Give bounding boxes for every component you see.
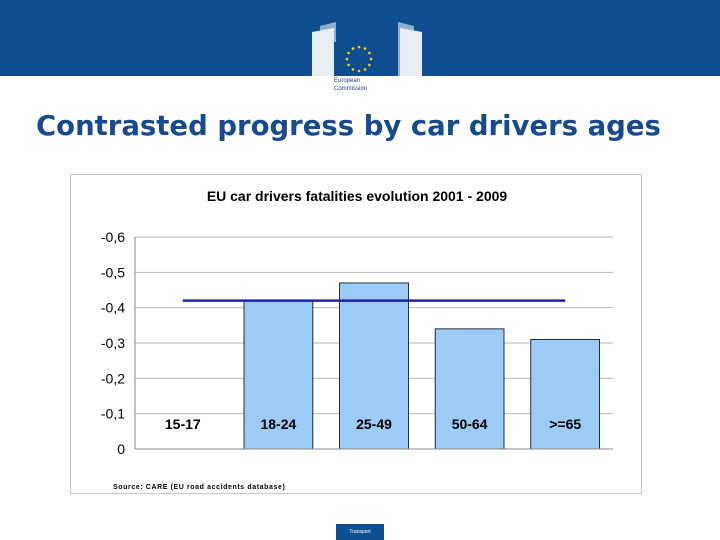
eu-star-icon: [368, 63, 371, 67]
y-tick-label: -0,4: [101, 300, 125, 316]
bar-18-24: [243, 300, 314, 450]
bar-25-49: [339, 282, 409, 450]
eu-star-icon: [363, 68, 367, 71]
y-tick-label: -0,3: [101, 335, 125, 351]
eu-star-icon: [351, 68, 355, 71]
chart-frame: EU car drivers fatalities evolution 2001…: [70, 174, 642, 494]
footer-badge: Transport: [336, 524, 384, 540]
y-tick-label: -0,6: [101, 229, 125, 245]
chart-title: EU car drivers fatalities evolution 2001…: [207, 188, 508, 204]
category-label: 18-24: [260, 416, 296, 432]
bar->=65: [530, 339, 601, 450]
eu-star-icon: [345, 57, 349, 61]
eu-star-icon: [357, 69, 361, 73]
bar-chart: EU car drivers fatalities evolution 2001…: [101, 188, 613, 491]
eu-star-icon: [369, 57, 373, 61]
category-label: 50-64: [452, 416, 488, 432]
chart-source: Source: CARE (EU road accidents database…: [113, 484, 285, 491]
bar-50-64: [434, 328, 505, 450]
y-tick-label: 0: [117, 441, 125, 457]
category-label: 15-17: [165, 416, 201, 432]
page-title: Contrasted progress by car drivers ages: [36, 110, 661, 142]
y-tick-label: -0,1: [101, 406, 125, 422]
y-tick-label: -0,2: [101, 370, 125, 386]
eu-star-icon: [357, 45, 361, 49]
eu-star-icon: [347, 63, 350, 67]
logo-line-2: Commission: [334, 86, 368, 92]
category-label: 25-49: [356, 416, 392, 432]
eu-star-icon: [363, 47, 367, 50]
y-tick-label: -0,5: [101, 264, 125, 280]
logo-line-1: European: [334, 78, 361, 84]
european-commission-logo: [312, 22, 422, 100]
eu-star-icon: [351, 47, 355, 50]
logo-caption: European Commission: [334, 77, 394, 93]
eu-star-icon: [347, 51, 350, 55]
category-label: >=65: [549, 416, 581, 432]
eu-star-icon: [368, 51, 371, 55]
